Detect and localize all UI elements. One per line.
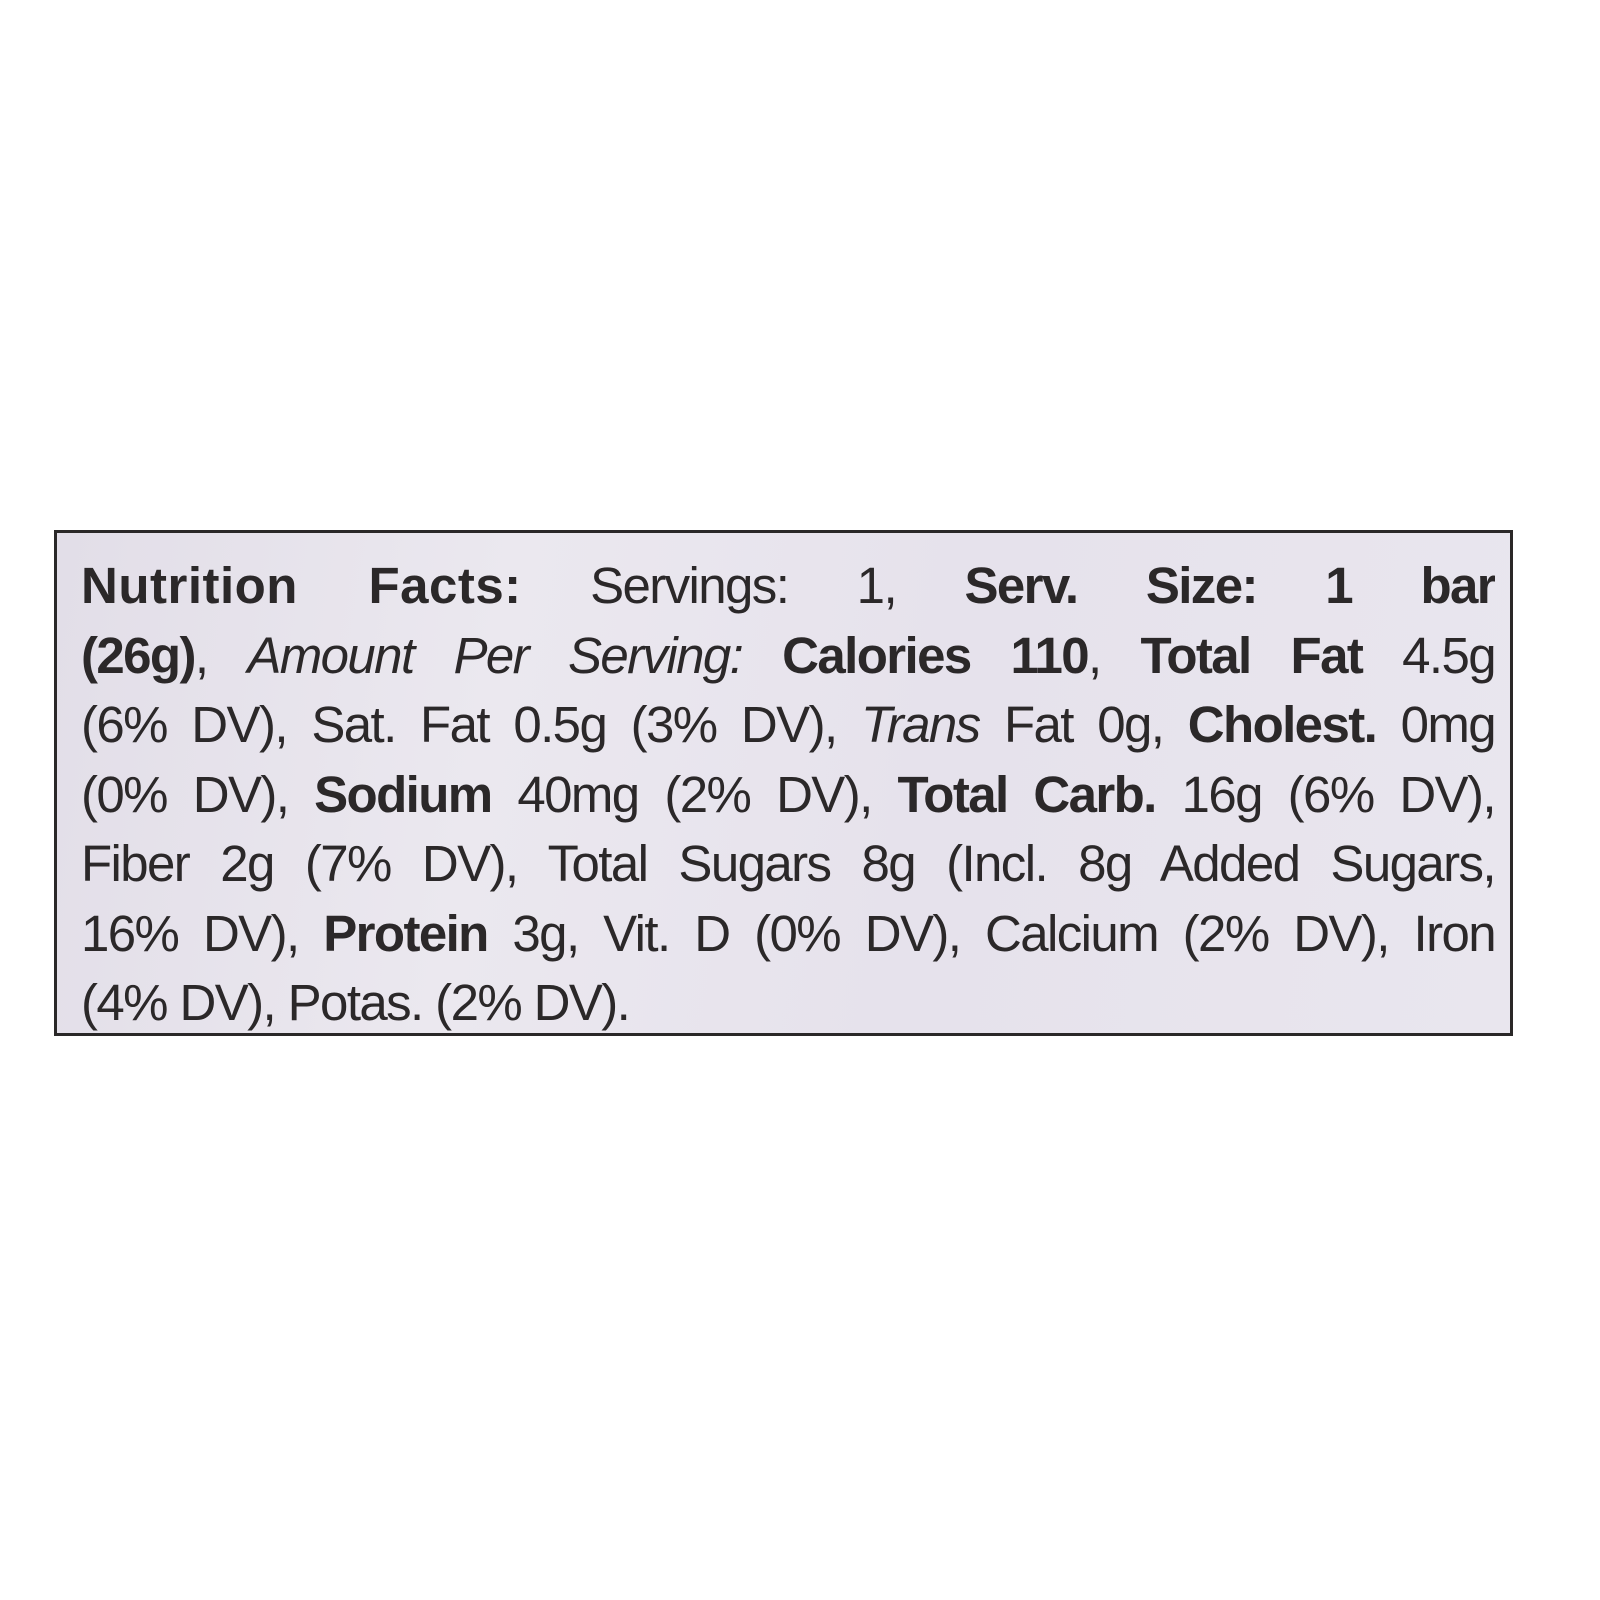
label-text-segment: Protein xyxy=(323,904,489,962)
label-text-segment: Nutrition Facts: xyxy=(81,557,522,614)
label-text-segment: Servings: 1, xyxy=(521,557,965,614)
label-text-segment: Trans xyxy=(860,696,981,753)
label-text-segment: Fat 0g, xyxy=(979,696,1188,753)
label-text-segment: (4% DV), Potas. (2% DV). xyxy=(81,974,631,1031)
label-text-segment xyxy=(742,627,782,684)
label-text-segment: 3g, Vit. D (0% DV), Calcium (2% DV), Iro… xyxy=(487,904,1495,962)
label-line: 16% DV), Protein 3g, Vit. D (0% DV), Cal… xyxy=(81,899,1495,969)
label-text-segment: 16g (6% DV), xyxy=(1155,765,1495,823)
label-line: (6% DV), Sat. Fat 0.5g (3% DV), Trans Fa… xyxy=(81,690,1495,760)
label-text-segment: Serv. Size: 1 bar xyxy=(964,557,1495,614)
label-line: (26g), Amount Per Serving: Calories 110,… xyxy=(81,621,1495,691)
nutrition-text: Nutrition Facts: Servings: 1, Serv. Size… xyxy=(81,551,1495,1038)
label-text-segment: (0% DV), xyxy=(81,765,315,823)
label-line: (0% DV), Sodium 40mg (2% DV), Total Carb… xyxy=(81,760,1495,830)
label-text-segment: 40mg (2% DV), xyxy=(491,765,898,823)
label-line: Fiber 2g (7% DV), Total Sugars 8g (Incl.… xyxy=(81,829,1495,899)
label-line: Nutrition Facts: Servings: 1, Serv. Size… xyxy=(81,551,1495,621)
label-text-segment: 4.5g xyxy=(1362,626,1495,684)
label-text-segment: 0mg xyxy=(1376,696,1495,753)
label-text-segment: Total Carb. xyxy=(897,765,1158,823)
label-text-segment: Sodium xyxy=(314,765,493,823)
label-text-segment: Total Fat xyxy=(1140,626,1364,684)
label-text-segment: Amount Per Serving: xyxy=(247,626,743,684)
label-text-segment: Calories 110 xyxy=(782,626,1089,684)
label-text-segment: 16% DV), xyxy=(81,904,324,962)
label-text-segment: (6% DV), Sat. Fat 0.5g (3% DV), xyxy=(81,696,861,753)
label-text-segment: , xyxy=(194,626,248,684)
label-text-segment: , xyxy=(1088,626,1141,684)
label-text-segment: (26g) xyxy=(81,626,196,684)
label-text-segment: Cholest. xyxy=(1187,696,1378,753)
label-line: (4% DV), Potas. (2% DV). xyxy=(81,968,1495,1038)
label-text-segment: Fiber 2g (7% DV), Total Sugars 8g (Incl.… xyxy=(81,835,1495,892)
nutrition-facts-label: Nutrition Facts: Servings: 1, Serv. Size… xyxy=(54,530,1513,1036)
